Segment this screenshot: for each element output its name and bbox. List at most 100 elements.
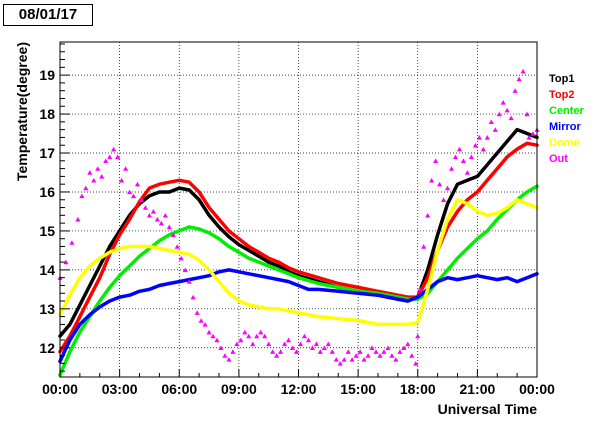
data-point <box>325 341 331 347</box>
data-point <box>218 345 224 350</box>
data-point <box>170 232 176 238</box>
data-point <box>468 154 475 160</box>
data-point <box>79 193 85 199</box>
data-point <box>182 267 188 273</box>
data-point <box>83 185 89 191</box>
data-point <box>349 357 355 362</box>
data-point <box>530 131 536 136</box>
legend-entry-mirror: Mirror <box>549 121 582 133</box>
series-line <box>58 184 539 377</box>
legend-entry-center: Center <box>549 105 585 117</box>
date-label: 08/01/17 <box>3 4 93 26</box>
data-point <box>500 99 506 105</box>
series-line <box>58 198 539 327</box>
legend-entry-top2: Top2 <box>549 89 574 101</box>
data-point <box>317 349 323 354</box>
x-tick-label: 15:00 <box>340 381 376 397</box>
data-point <box>464 170 471 175</box>
data-point <box>242 329 248 335</box>
data-point <box>162 212 168 218</box>
data-point <box>377 353 383 358</box>
data-point <box>266 341 272 347</box>
data-point <box>95 166 101 171</box>
data-point <box>369 345 375 350</box>
data-point <box>107 154 113 160</box>
data-point <box>190 294 196 300</box>
y-tick-label: 13 <box>39 301 55 317</box>
x-tick-label: 00:00 <box>519 381 555 397</box>
data-point <box>333 357 339 362</box>
data-point <box>166 224 172 230</box>
data-point <box>154 216 160 222</box>
data-point <box>126 189 133 195</box>
data-point <box>305 337 312 343</box>
y-tick-label: 18 <box>39 106 55 122</box>
data-point <box>440 197 447 202</box>
y-tick-label: 19 <box>39 67 55 83</box>
data-point <box>234 341 240 347</box>
y-tick-label: 12 <box>39 340 55 356</box>
data-point <box>258 329 264 335</box>
data-point <box>130 193 137 199</box>
data-point <box>480 146 486 152</box>
data-point <box>456 146 463 152</box>
data-point <box>87 170 93 175</box>
data-point <box>91 177 97 183</box>
plot-frame <box>59 41 538 378</box>
data-point <box>122 166 129 171</box>
data-point <box>460 158 467 164</box>
data-point <box>198 318 204 323</box>
data-point <box>373 349 379 354</box>
data-point <box>103 158 109 164</box>
data-point <box>413 360 419 366</box>
legend-entry-top1: Top1 <box>549 73 574 85</box>
data-point <box>309 345 316 350</box>
data-point <box>222 353 228 358</box>
data-point <box>158 220 164 226</box>
x-tick-label: 21:00 <box>459 381 495 397</box>
data-point <box>504 107 510 113</box>
data-point <box>174 244 180 249</box>
legend-entry-out: Out <box>549 153 568 165</box>
data-point <box>146 212 153 218</box>
x-tick-label: 09:00 <box>221 381 257 397</box>
data-point <box>313 341 319 347</box>
data-point <box>262 333 268 339</box>
series-dome <box>58 198 539 327</box>
x-tick-label: 06:00 <box>161 381 197 397</box>
data-point <box>270 349 276 354</box>
data-point <box>150 209 157 214</box>
data-point <box>488 119 494 125</box>
data-point <box>448 166 455 171</box>
y-tick-label: 16 <box>39 184 55 200</box>
data-point <box>301 333 308 339</box>
data-point <box>274 353 280 358</box>
y-axis-title: Temperature(degree) <box>14 42 30 181</box>
data-point <box>421 244 427 249</box>
data-point <box>285 337 292 343</box>
data-point <box>341 357 347 362</box>
data-point <box>433 158 439 164</box>
data-point <box>381 349 387 354</box>
data-point <box>214 337 220 343</box>
data-point <box>119 177 125 183</box>
data-point <box>405 341 411 347</box>
data-point <box>250 341 256 347</box>
data-point <box>134 181 141 187</box>
data-point <box>194 310 200 315</box>
x-tick-label: 03:00 <box>102 381 138 397</box>
data-point <box>63 259 69 265</box>
data-point <box>281 341 288 347</box>
data-point <box>111 146 117 152</box>
data-point <box>429 177 435 183</box>
data-point <box>226 357 232 362</box>
data-point <box>417 286 423 292</box>
data-point <box>99 173 105 179</box>
data-point <box>202 322 208 327</box>
data-point <box>186 279 192 284</box>
data-point <box>393 357 399 362</box>
data-point <box>476 135 482 140</box>
data-point <box>345 349 351 354</box>
legend: Top1 Top2 Center Mirror Dome Out <box>549 73 585 165</box>
